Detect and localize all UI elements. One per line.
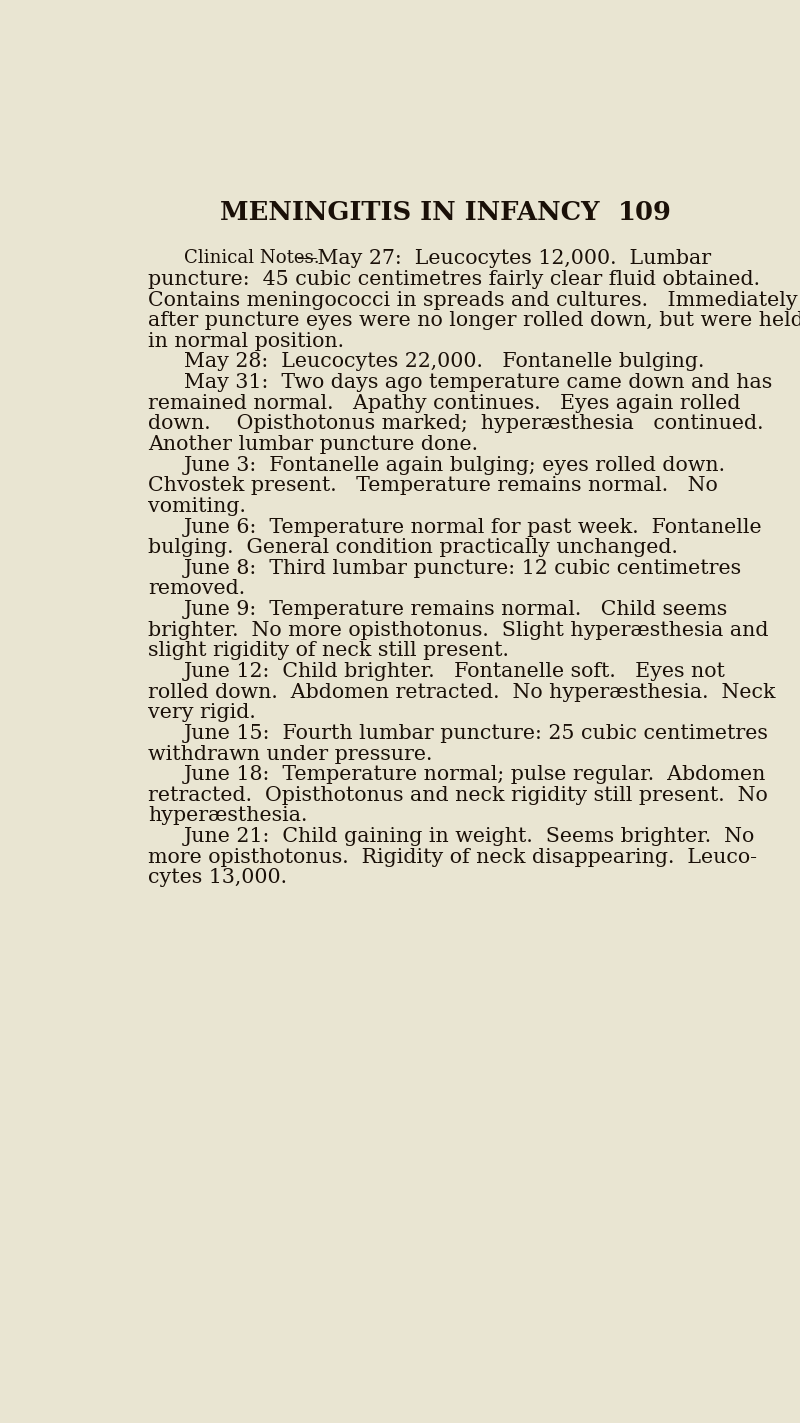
Text: Chvostek present.   Temperature remains normal.   No: Chvostek present. Temperature remains no…: [148, 477, 718, 495]
Text: puncture:  45 cubic centimetres fairly clear fluid obtained.: puncture: 45 cubic centimetres fairly cl…: [148, 270, 760, 289]
Text: May 28:  Leucocytes 22,000.   Fontanelle bulging.: May 28: Leucocytes 22,000. Fontanelle bu…: [184, 353, 704, 371]
Text: withdrawn under pressure.: withdrawn under pressure.: [148, 744, 433, 764]
Text: Another lumbar puncture done.: Another lumbar puncture done.: [148, 435, 478, 454]
Text: down.    Opisthotonus marked;  hyperæsthesia   continued.: down. Opisthotonus marked; hyperæsthesia…: [148, 414, 763, 434]
Text: cytes 13,000.: cytes 13,000.: [148, 868, 287, 888]
Text: hyperæsthesia.: hyperæsthesia.: [148, 807, 307, 825]
Text: June 9:  Temperature remains normal.   Child seems: June 9: Temperature remains normal. Chil…: [184, 601, 728, 619]
Text: brighter.  No more opisthotonus.  Slight hyperæsthesia and: brighter. No more opisthotonus. Slight h…: [148, 620, 769, 640]
Text: retracted.  Opisthotonus and neck rigidity still present.  No: retracted. Opisthotonus and neck rigidit…: [148, 785, 768, 805]
Text: June 8:  Third lumbar puncture: 12 cubic centimetres: June 8: Third lumbar puncture: 12 cubic …: [184, 559, 742, 578]
Text: June 12:  Child brighter.   Fontanelle soft.   Eyes not: June 12: Child brighter. Fontanelle soft…: [184, 662, 726, 682]
Text: Clinical Notes.: Clinical Notes.: [184, 249, 319, 268]
Text: June 6:  Temperature normal for past week.  Fontanelle: June 6: Temperature normal for past week…: [184, 518, 762, 536]
Text: rolled down.  Abdomen retracted.  No hyperæsthesia.  Neck: rolled down. Abdomen retracted. No hyper…: [148, 683, 775, 702]
Text: bulging.  General condition practically unchanged.: bulging. General condition practically u…: [148, 538, 678, 558]
Text: June 18:  Temperature normal; pulse regular.  Abdomen: June 18: Temperature normal; pulse regul…: [184, 766, 766, 784]
Text: June 15:  Fourth lumbar puncture: 25 cubic centimetres: June 15: Fourth lumbar puncture: 25 cubi…: [184, 724, 769, 743]
Text: slight rigidity of neck still present.: slight rigidity of neck still present.: [148, 642, 509, 660]
Text: remained normal.   Apathy continues.   Eyes again rolled: remained normal. Apathy continues. Eyes …: [148, 394, 741, 413]
Text: 109: 109: [618, 201, 672, 225]
Text: June 21:  Child gaining in weight.  Seems brighter.  No: June 21: Child gaining in weight. Seems …: [184, 827, 755, 847]
Text: June 3:  Fontanelle again bulging; eyes rolled down.: June 3: Fontanelle again bulging; eyes r…: [184, 455, 726, 475]
Text: MENINGITIS IN INFANCY: MENINGITIS IN INFANCY: [220, 201, 600, 225]
Text: after puncture eyes were no longer rolled down, but were held: after puncture eyes were no longer rolle…: [148, 312, 800, 330]
Text: Contains meningococci in spreads and cultures.   Immediately: Contains meningococci in spreads and cul…: [148, 290, 798, 310]
Text: May 31:  Two days ago temperature came down and has: May 31: Two days ago temperature came do…: [184, 373, 772, 393]
Text: removed.: removed.: [148, 579, 245, 599]
Text: more opisthotonus.  Rigidity of neck disappearing.  Leuco-: more opisthotonus. Rigidity of neck disa…: [148, 848, 757, 867]
Text: very rigid.: very rigid.: [148, 703, 256, 723]
Text: vomiting.: vomiting.: [148, 497, 246, 517]
Text: —May 27:  Leucocytes 12,000.  Lumbar: —May 27: Leucocytes 12,000. Lumbar: [298, 249, 711, 269]
Text: in normal position.: in normal position.: [148, 332, 344, 351]
